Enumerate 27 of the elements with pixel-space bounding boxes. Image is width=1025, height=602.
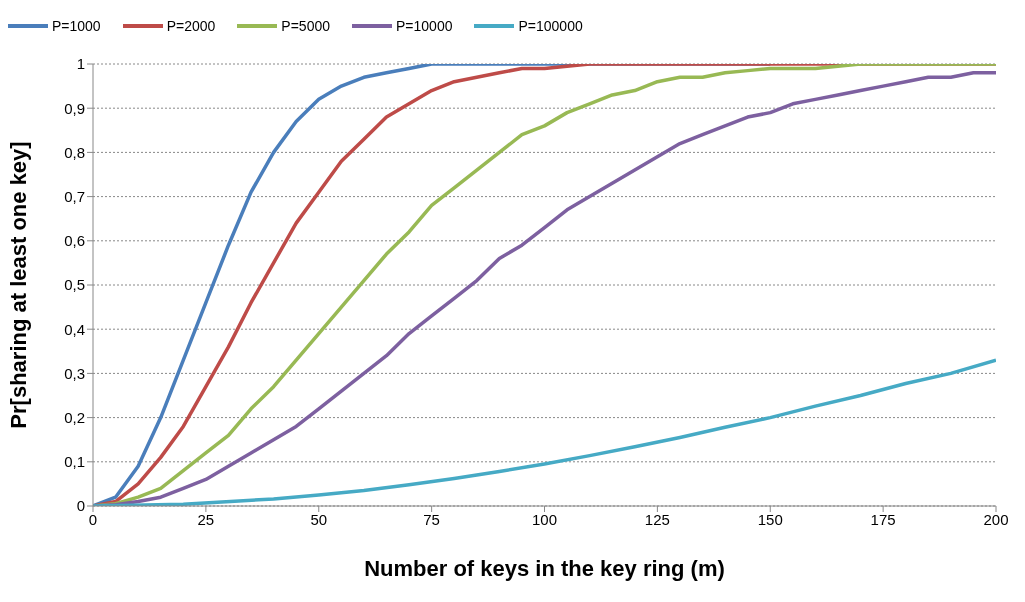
y-tick-label: 1 [76,55,85,73]
y-tick-label: 0 [76,497,85,515]
y-tick-label: 0,3 [64,364,85,382]
legend-label: P=10000 [396,18,453,34]
y-tick-label: 0,7 [64,187,85,205]
x-tick-label: 150 [757,510,783,528]
x-tick-label: 175 [870,510,896,528]
x-tick-label: 25 [197,510,215,528]
y-tick-label: 0,1 [64,453,85,471]
x-tick-label: 125 [644,510,670,528]
legend-label: P=1000 [52,18,101,34]
legend-label: P=2000 [166,18,216,34]
y-tick-label: 0,9 [64,99,85,117]
legend-label: P=100000 [518,18,583,34]
x-tick-label: 75 [423,510,440,528]
x-tick-label: 100 [531,510,558,528]
y-tick-label: 0,4 [64,320,85,338]
x-axis-title: Number of keys in the key ring (m) [364,556,725,581]
x-tick-label: 200 [983,510,1009,528]
y-tick-label: 0,8 [64,143,85,161]
x-tick-label: 0 [88,510,98,528]
y-tick-label: 0,2 [64,408,85,426]
x-tick-label: 50 [310,510,328,528]
y-axis-title: Pr[sharing at least one key] [5,141,31,429]
legend-label: P=5000 [281,18,331,34]
y-tick-label: 0,5 [64,276,85,294]
y-tick-label: 0,6 [64,232,85,250]
